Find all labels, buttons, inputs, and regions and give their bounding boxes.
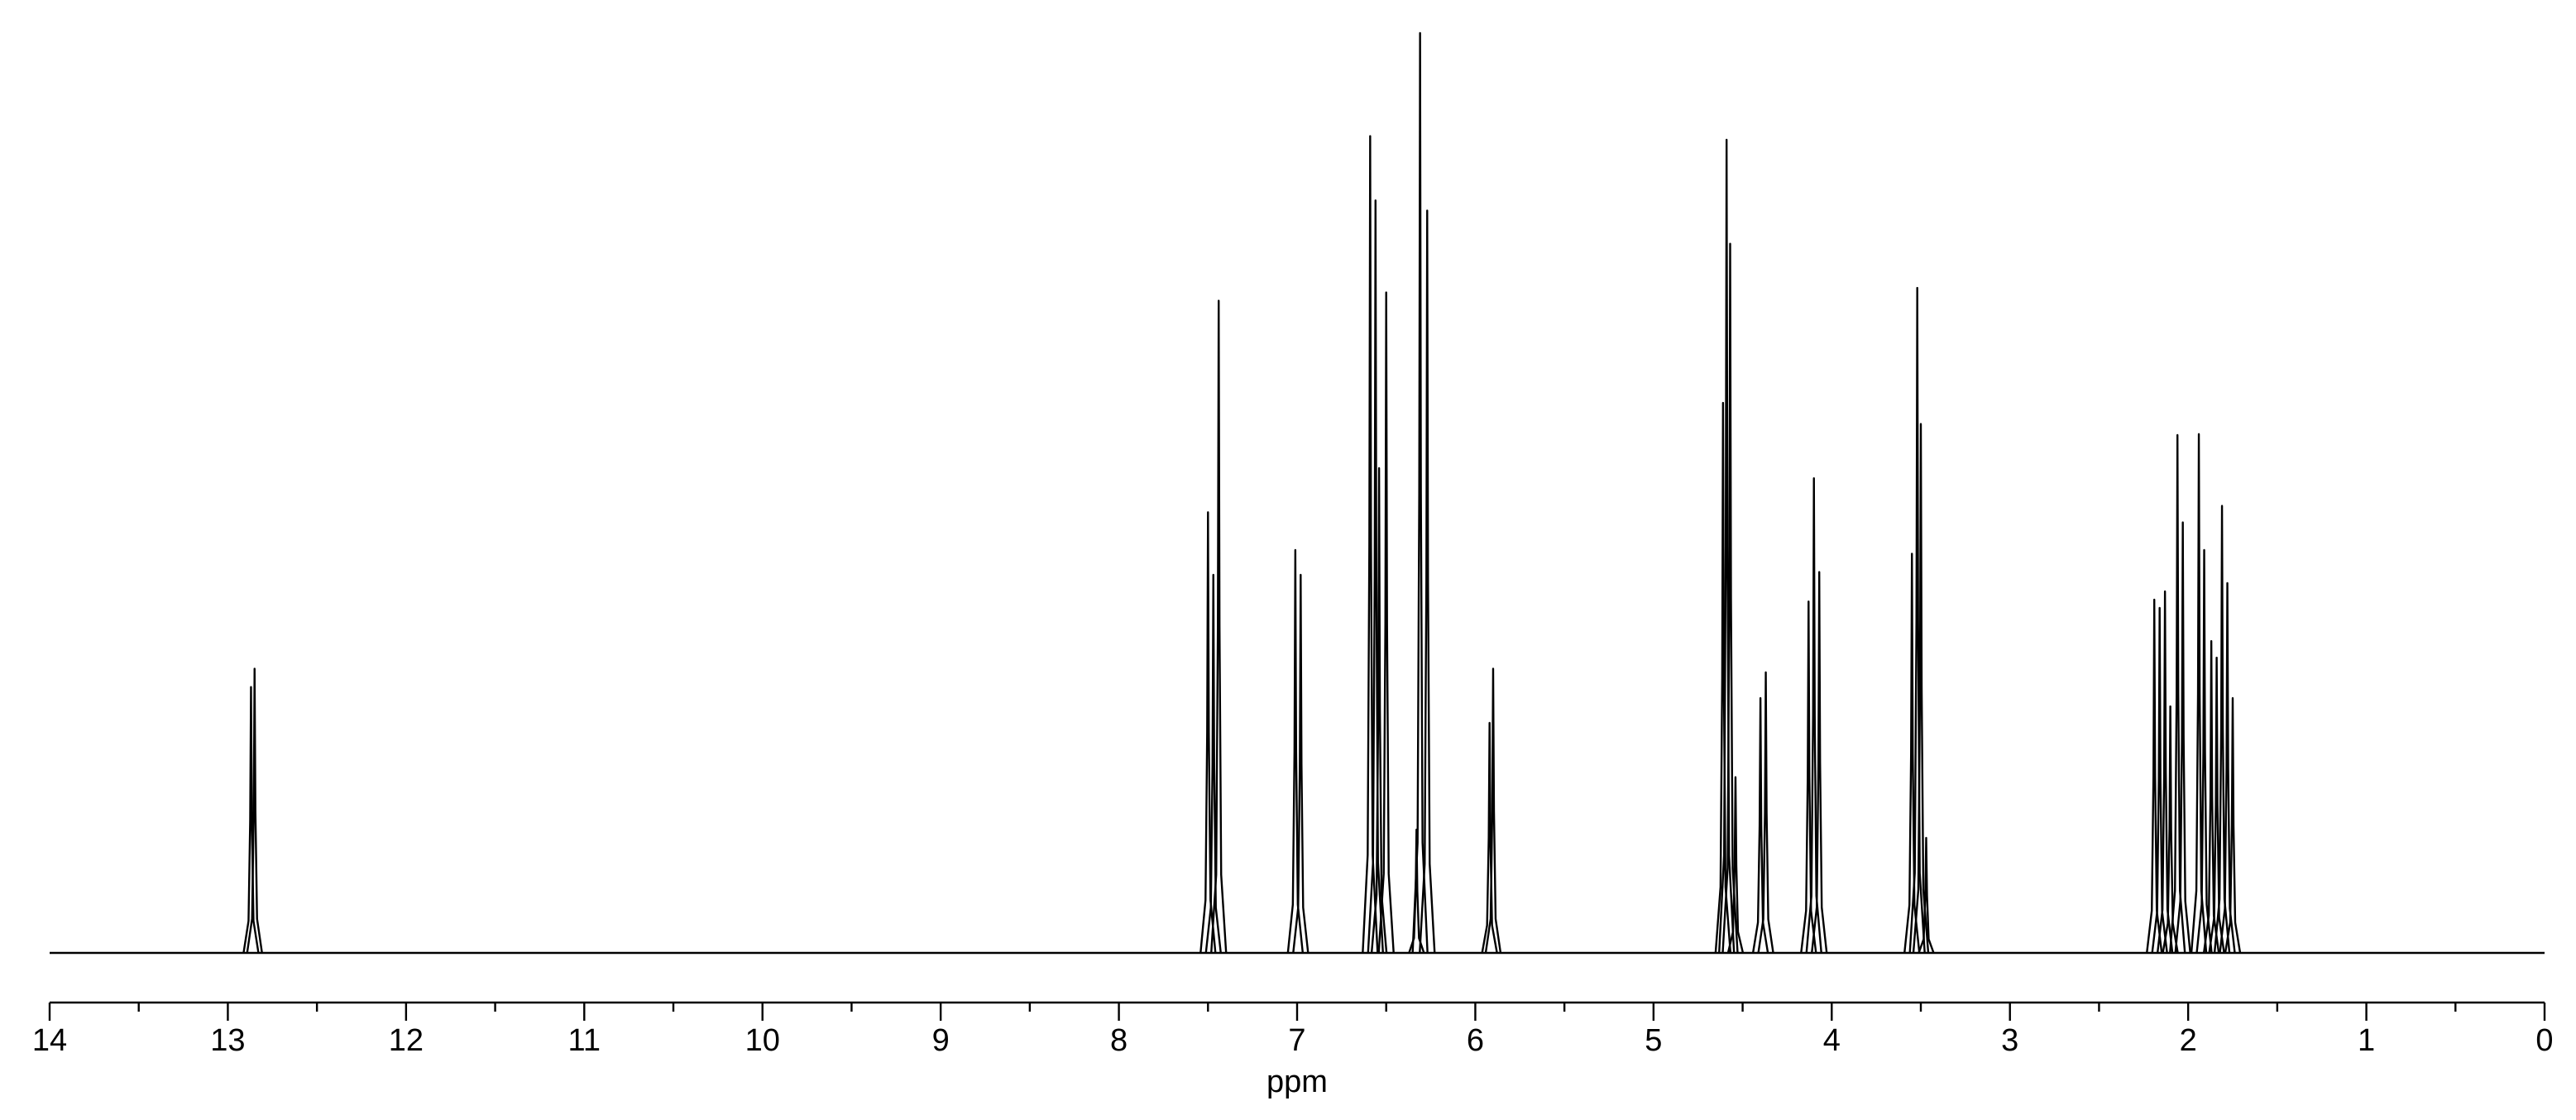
peak bbox=[1204, 573, 1222, 954]
x-tick-label: 9 bbox=[932, 1023, 950, 1058]
peak bbox=[2174, 521, 2191, 954]
peak bbox=[2224, 696, 2242, 954]
x-tick-label: 4 bbox=[1823, 1023, 1841, 1058]
x-tick-label: 12 bbox=[389, 1023, 424, 1058]
x-tick-label: 10 bbox=[745, 1023, 780, 1058]
peak bbox=[1918, 836, 1935, 954]
peak bbox=[1757, 671, 1774, 954]
x-tick-label: 13 bbox=[210, 1023, 245, 1058]
peak bbox=[242, 686, 260, 954]
peak bbox=[1411, 31, 1429, 954]
peak bbox=[2195, 548, 2213, 954]
peak bbox=[1377, 291, 1395, 954]
peak bbox=[2208, 656, 2225, 954]
x-tick-label: 3 bbox=[2001, 1023, 2018, 1058]
peak bbox=[1367, 199, 1384, 954]
x-tick-label: 1 bbox=[2358, 1023, 2375, 1058]
x-tick-label: 2 bbox=[2180, 1023, 2197, 1058]
peak bbox=[1912, 423, 1930, 954]
x-axis-label: ppm bbox=[1266, 1065, 1328, 1099]
peak bbox=[1481, 721, 1498, 954]
peak bbox=[1292, 573, 1310, 954]
x-tick-label: 8 bbox=[1110, 1023, 1128, 1058]
x-tick-label: 5 bbox=[1645, 1023, 1662, 1058]
x-tick-label: 14 bbox=[32, 1023, 67, 1058]
peak bbox=[1714, 401, 1732, 954]
peak bbox=[1210, 299, 1228, 954]
peak bbox=[1484, 668, 1502, 954]
peak bbox=[1903, 553, 1921, 954]
peak bbox=[1726, 776, 1745, 954]
peak bbox=[1811, 571, 1828, 954]
x-tick-label: 6 bbox=[1467, 1023, 1484, 1058]
x-tick-label: 0 bbox=[2535, 1023, 2553, 1058]
peak bbox=[246, 668, 263, 954]
peak bbox=[1721, 242, 1739, 954]
peak bbox=[1908, 286, 1926, 954]
peak bbox=[1419, 209, 1436, 954]
peak bbox=[1717, 138, 1736, 954]
x-tick-label: 7 bbox=[1288, 1023, 1305, 1058]
x-tick-label: 11 bbox=[568, 1023, 601, 1058]
